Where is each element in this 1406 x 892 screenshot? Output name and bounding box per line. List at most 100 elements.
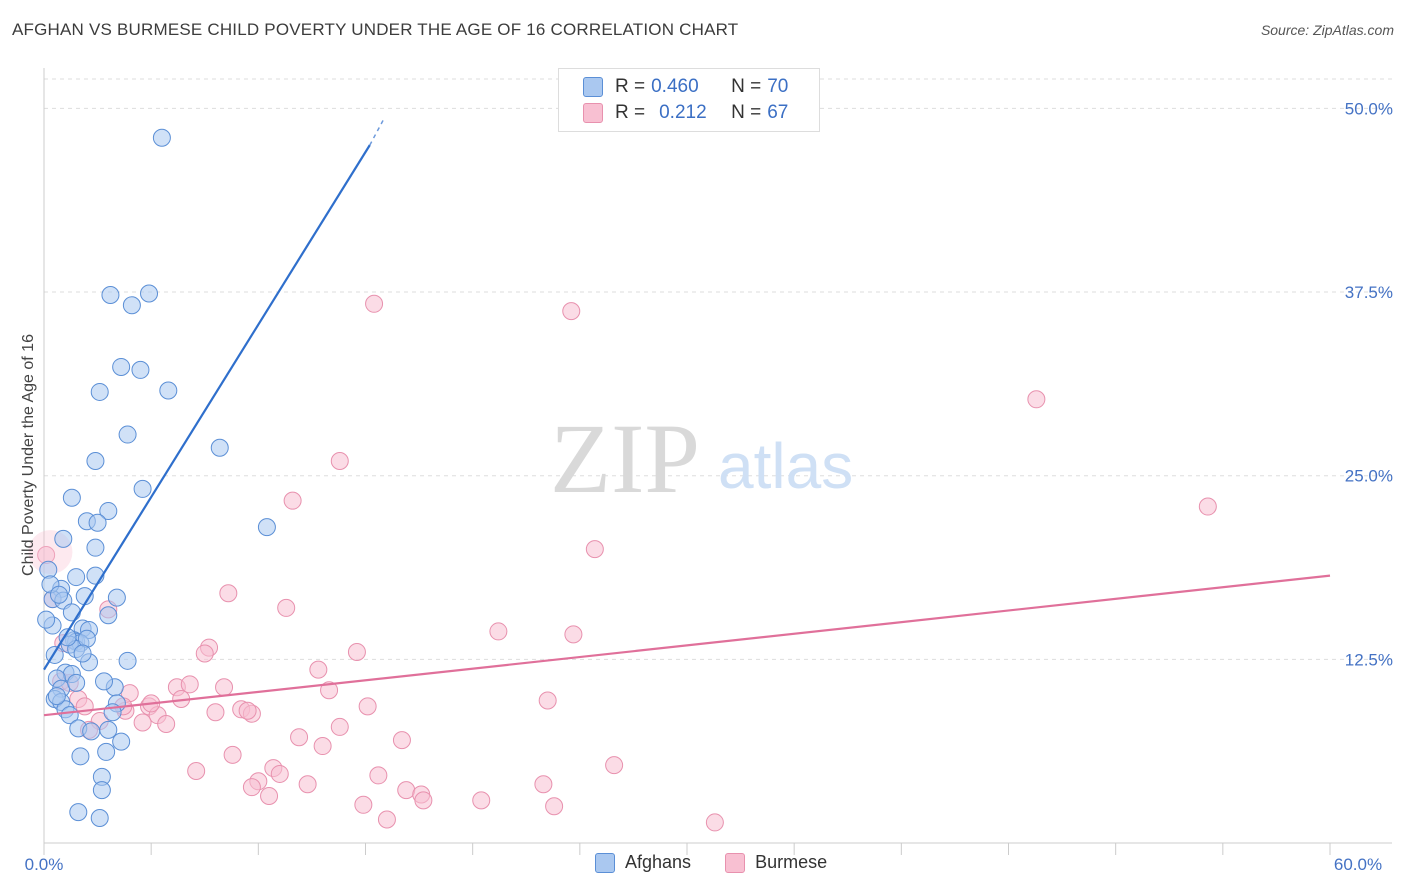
burmese-point bbox=[534, 775, 553, 794]
afghan-point bbox=[99, 606, 118, 625]
afghan-point bbox=[101, 285, 120, 304]
burmese-point bbox=[180, 675, 199, 694]
tick-labels: 12.5% 25.0% 37.5% 50.0% 0.0% 60.0% bbox=[25, 99, 1393, 874]
afghans-r-label: R = bbox=[615, 76, 646, 97]
burmese-point bbox=[330, 717, 349, 736]
afghan-point bbox=[112, 732, 131, 751]
afghans-legend-label: Afghans bbox=[625, 852, 692, 872]
burmese-point bbox=[238, 701, 257, 720]
afghan-point bbox=[47, 687, 66, 706]
afghan-point bbox=[82, 722, 101, 741]
afghan-point bbox=[67, 673, 86, 692]
afghan-point bbox=[39, 560, 58, 579]
burmese-point bbox=[564, 625, 583, 644]
burmese-point bbox=[585, 540, 604, 559]
afghan-point bbox=[90, 809, 109, 828]
afghan-point bbox=[54, 529, 73, 548]
burmese-r-value: 0.212 bbox=[659, 102, 707, 123]
afghan-points bbox=[37, 128, 276, 828]
burmese-point bbox=[313, 737, 332, 756]
burmese-point bbox=[320, 681, 339, 700]
afghan-point bbox=[107, 588, 126, 607]
afghan-point bbox=[88, 513, 107, 532]
y-tick-label: 37.5% bbox=[1345, 283, 1393, 302]
afghan-point bbox=[86, 452, 105, 470]
afghans-trend-extension bbox=[369, 116, 386, 146]
y-tick-label: 12.5% bbox=[1345, 650, 1393, 669]
afghan-point bbox=[122, 296, 141, 315]
afghan-point bbox=[62, 603, 81, 622]
afghan-point bbox=[86, 538, 105, 557]
y-tick-label: 25.0% bbox=[1345, 467, 1393, 486]
afghan-point bbox=[67, 568, 86, 587]
afghan-point bbox=[133, 479, 152, 498]
burmese-point bbox=[187, 762, 206, 781]
burmese-n-value: 67 bbox=[767, 102, 789, 123]
afghan-point bbox=[118, 425, 137, 444]
burmese-point bbox=[562, 302, 581, 321]
burmese-point bbox=[347, 643, 366, 661]
afghan-point bbox=[112, 357, 131, 376]
burmese-point bbox=[392, 731, 411, 750]
burmese-trend-line bbox=[43, 574, 1331, 717]
burmese-point bbox=[206, 703, 225, 722]
afghans-trend-line bbox=[43, 144, 371, 671]
burmese-point bbox=[195, 644, 214, 663]
afghans-n-label: N = bbox=[731, 76, 762, 97]
burmese-point bbox=[369, 766, 388, 785]
afghan-point bbox=[99, 501, 118, 520]
burmese-point bbox=[545, 797, 564, 816]
correlation-legend: R = 0.460 N = 70 R = 0.212 N = 67 bbox=[558, 68, 820, 132]
watermark-zip: ZIP bbox=[550, 403, 700, 514]
afghan-point bbox=[210, 438, 229, 457]
burmese-point bbox=[397, 781, 416, 800]
burmese-point bbox=[298, 775, 317, 794]
burmese-point bbox=[260, 786, 279, 805]
afghan-point bbox=[257, 518, 276, 537]
afghans-n-value: 70 bbox=[767, 76, 789, 97]
trend-lines bbox=[43, 116, 1331, 717]
afghan-point bbox=[159, 381, 178, 400]
burmese-point bbox=[414, 791, 433, 810]
x-tick-label-max: 60.0% bbox=[1334, 855, 1382, 874]
burmese-point bbox=[157, 714, 176, 733]
burmese-legend-label: Burmese bbox=[755, 852, 828, 872]
burmese-point bbox=[309, 660, 328, 679]
burmese-point bbox=[377, 810, 396, 829]
afghan-point bbox=[50, 585, 69, 604]
burmese-point bbox=[358, 697, 377, 716]
burmese-point bbox=[354, 795, 373, 814]
y-axis-label: Child Poverty Under the Age of 16 bbox=[20, 334, 37, 576]
burmese-point bbox=[365, 294, 384, 313]
afghan-point bbox=[131, 360, 150, 379]
burmese-point bbox=[489, 622, 508, 641]
afghans-r-value: 0.460 bbox=[651, 76, 699, 97]
afghan-point bbox=[118, 651, 137, 670]
burmese-point bbox=[223, 745, 242, 764]
burmese-point bbox=[330, 452, 349, 470]
burmese-swatch bbox=[583, 103, 603, 123]
afghans-swatch bbox=[583, 77, 603, 97]
burmese-r-label: R = bbox=[615, 102, 646, 123]
burmese-point bbox=[472, 791, 491, 810]
afghan-point bbox=[97, 742, 116, 761]
afghan-point bbox=[71, 747, 90, 766]
burmese-point bbox=[219, 584, 238, 603]
afghan-point bbox=[152, 128, 171, 147]
burmese-point bbox=[270, 764, 289, 783]
legend-row-afghans: R = 0.460 N = 70 bbox=[583, 75, 788, 99]
source-note: Source: ZipAtlas.com bbox=[1260, 22, 1394, 38]
afghan-point bbox=[37, 610, 56, 629]
burmese-point bbox=[605, 756, 624, 775]
burmese-point bbox=[242, 778, 261, 797]
burmese-point bbox=[1027, 390, 1046, 409]
afghan-point bbox=[92, 781, 111, 800]
axes bbox=[43, 68, 1392, 855]
afghan-point bbox=[95, 672, 114, 691]
burmese-legend-swatch bbox=[725, 852, 746, 873]
afghan-point bbox=[99, 720, 118, 739]
x-tick-label-min: 0.0% bbox=[25, 855, 64, 874]
burmese-point bbox=[705, 813, 724, 832]
burmese-point bbox=[1198, 497, 1217, 516]
